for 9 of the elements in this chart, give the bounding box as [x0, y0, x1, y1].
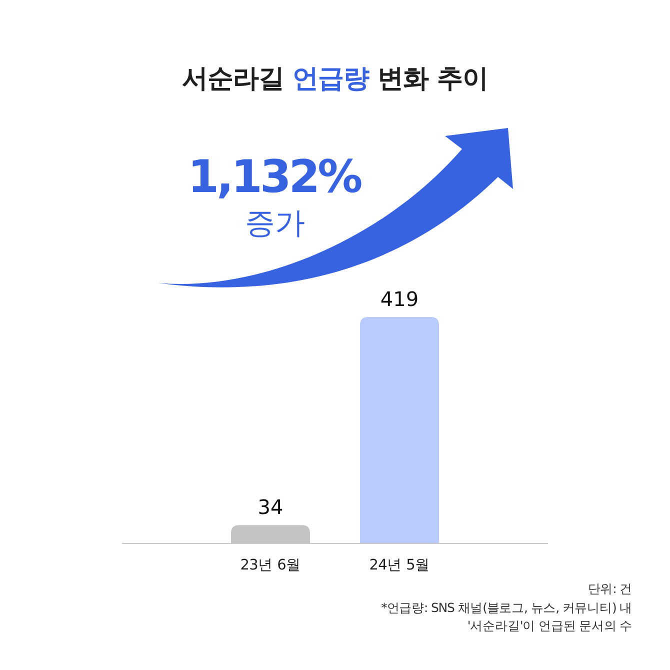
- data-label: 419: [380, 287, 419, 311]
- data-label: 34: [258, 495, 284, 520]
- chart-title: 서순라길 언급량 변화 추이: [182, 64, 488, 94]
- text: *언급량: SNS 채널(블로그, 뉴스, 커뮤니티) 내 '서순라길'이 언급된 문서의 수: [380, 598, 632, 635]
- text: 1,132%: [188, 150, 362, 203]
- text: 단위: 건: [586, 580, 632, 598]
- x-tick-label: 23년 6월: [240, 558, 301, 574]
- x-tick-label: 24년 5월: [369, 558, 430, 574]
- text: 증가: [245, 206, 305, 241]
